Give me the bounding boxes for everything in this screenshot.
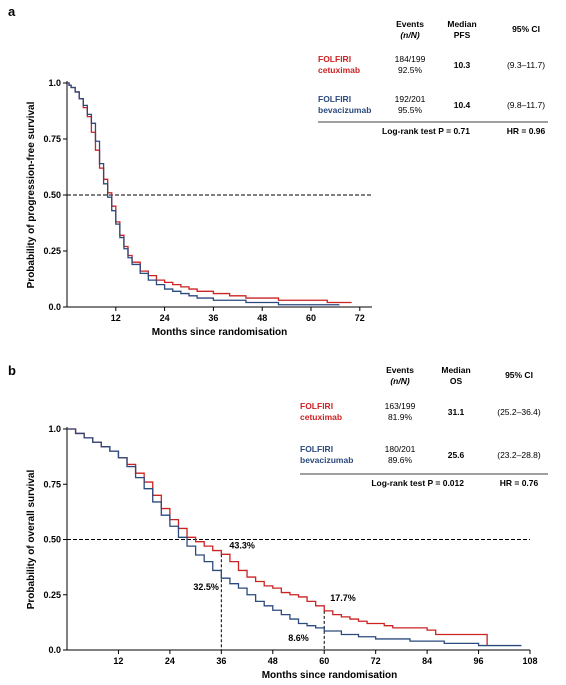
x-axis-title: Months since randomisation bbox=[152, 327, 288, 338]
x-tick-label: 84 bbox=[422, 656, 432, 666]
y-tick-label: 0.75 bbox=[43, 479, 61, 489]
table-row-label: cetuximab bbox=[300, 412, 342, 422]
x-tick-label: 108 bbox=[522, 656, 537, 666]
table-median: 10.3 bbox=[454, 60, 471, 70]
table-ci: (9.8–11.7) bbox=[507, 100, 545, 110]
landmark-annotation: 43.3% bbox=[229, 540, 255, 550]
y-axis-title: Probability of overall survival bbox=[26, 470, 37, 610]
table-events: 81.9% bbox=[388, 412, 413, 422]
x-tick-label: 72 bbox=[355, 313, 365, 323]
x-tick-label: 36 bbox=[216, 656, 226, 666]
y-axis-title: Probability of progression-free survival bbox=[26, 101, 37, 288]
panel-letter-a: a bbox=[8, 4, 16, 19]
table-footer-hr: HR = 0.96 bbox=[507, 126, 546, 136]
table-header: 95% CI bbox=[512, 24, 540, 34]
x-axis-title: Months since randomisation bbox=[262, 670, 398, 681]
y-tick-label: 1.0 bbox=[48, 78, 61, 88]
landmark-annotation: 17.7% bbox=[330, 593, 356, 603]
table-events: 184/199 bbox=[395, 54, 426, 64]
panel-letter-b: b bbox=[8, 363, 16, 378]
table-row-label: bevacizumab bbox=[318, 105, 371, 115]
table-events: 92.5% bbox=[398, 65, 423, 75]
y-tick-label: 0.0 bbox=[48, 302, 61, 312]
x-tick-label: 72 bbox=[371, 656, 381, 666]
table-row-label: bevacizumab bbox=[300, 455, 353, 465]
x-tick-label: 12 bbox=[111, 313, 121, 323]
x-tick-label: 24 bbox=[160, 313, 170, 323]
panel-b: b 0.0 0.25 0.50 0.75 1.0 12 24 36 48 60 72 84 96 108 Mo… bbox=[8, 363, 548, 681]
table-events: 89.6% bbox=[388, 455, 413, 465]
table-header: (n/N) bbox=[400, 30, 420, 40]
km-curve-bevacizumab bbox=[67, 428, 522, 647]
table-row-label: FOLFIRI bbox=[318, 94, 351, 104]
km-curve-cetuximab bbox=[67, 82, 352, 304]
x-tick-label: 60 bbox=[306, 313, 316, 323]
table-ci: (25.2–36.4) bbox=[497, 407, 541, 417]
km-curve-cetuximab bbox=[67, 428, 488, 646]
x-tick-label: 36 bbox=[208, 313, 218, 323]
y-tick-label: 0.25 bbox=[43, 590, 61, 600]
table-ci: (23.2–28.8) bbox=[497, 450, 541, 460]
x-tick-label: 60 bbox=[319, 656, 329, 666]
table-header: PFS bbox=[454, 30, 471, 40]
table-events: 180/201 bbox=[385, 444, 416, 454]
y-tick-label: 0.25 bbox=[43, 246, 61, 256]
table-median: 10.4 bbox=[454, 100, 471, 110]
table-footer-logrank: Log-rank test P = 0.012 bbox=[371, 478, 464, 488]
x-tick-label: 12 bbox=[113, 656, 123, 666]
y-tick-label: 0.50 bbox=[43, 190, 61, 200]
table-header: Median bbox=[441, 365, 470, 375]
table-header: 95% CI bbox=[505, 370, 533, 380]
table-ci: (9.3–11.7) bbox=[507, 60, 545, 70]
table-footer-hr: HR = 0.76 bbox=[500, 478, 539, 488]
x-tick-label: 48 bbox=[257, 313, 267, 323]
table-row-label: FOLFIRI bbox=[318, 54, 351, 64]
y-tick-label: 0.50 bbox=[43, 535, 61, 545]
table-events: 192/201 bbox=[395, 94, 426, 104]
table-row-label: cetuximab bbox=[318, 65, 360, 75]
y-tick-label: 0.0 bbox=[48, 645, 61, 655]
km-curve-bevacizumab bbox=[67, 82, 340, 306]
y-tick-label: 0.75 bbox=[43, 134, 61, 144]
table-header: Events bbox=[396, 19, 424, 29]
table-header: Median bbox=[447, 19, 476, 29]
landmark-annotation: 8.6% bbox=[288, 633, 309, 643]
table-row-label: FOLFIRI bbox=[300, 444, 333, 454]
table-row-label: FOLFIRI bbox=[300, 401, 333, 411]
table-median: 31.1 bbox=[448, 407, 465, 417]
x-tick-label: 24 bbox=[165, 656, 175, 666]
table-header: OS bbox=[450, 376, 463, 386]
table-events: 163/199 bbox=[385, 401, 416, 411]
panel-a: a 0.0 0.25 0.50 0.75 1.0 12 24 36 48 60 72 Months si… bbox=[8, 4, 548, 338]
table-header: Events bbox=[386, 365, 414, 375]
table-events: 95.5% bbox=[398, 105, 423, 115]
x-tick-label: 96 bbox=[474, 656, 484, 666]
table-median: 25.6 bbox=[448, 450, 465, 460]
y-tick-label: 1.0 bbox=[48, 424, 61, 434]
landmark-annotation: 32.5% bbox=[193, 582, 219, 592]
table-header: (n/N) bbox=[390, 376, 410, 386]
x-tick-label: 48 bbox=[268, 656, 278, 666]
table-footer-logrank: Log-rank test P = 0.71 bbox=[382, 126, 470, 136]
